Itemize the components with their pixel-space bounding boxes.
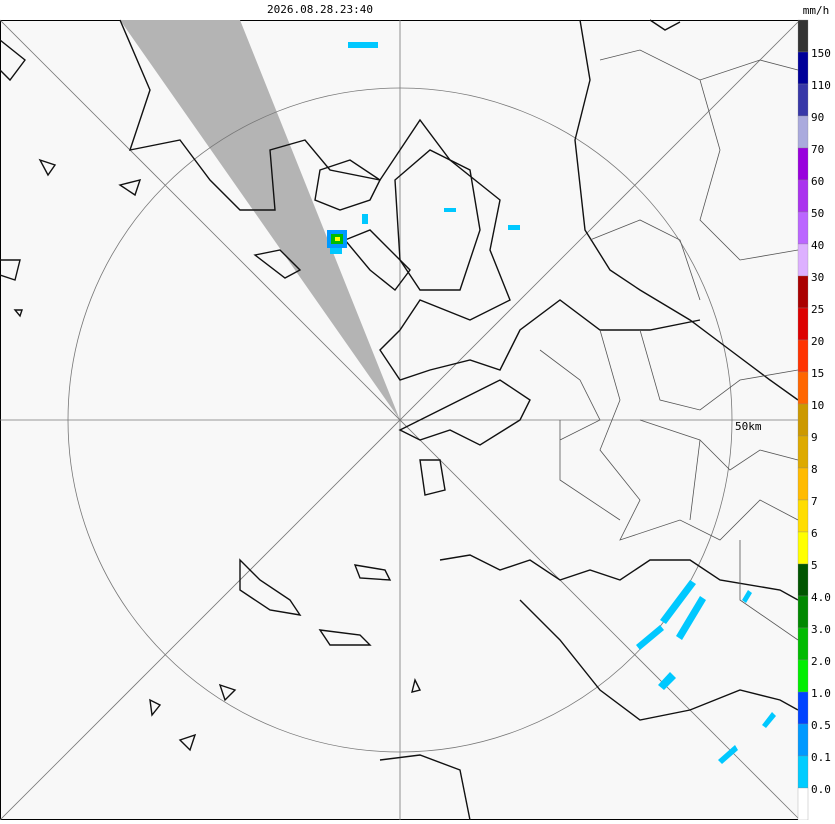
map: 50km bbox=[0, 19, 799, 821]
legend-label: 0.0 bbox=[811, 783, 831, 796]
legend-label: 15 bbox=[811, 367, 824, 380]
legend-label: 3.0 bbox=[811, 623, 831, 636]
legend-label: 150 bbox=[811, 47, 831, 60]
legend-swatch bbox=[797, 147, 809, 181]
blocked-sector bbox=[120, 20, 400, 420]
legend-swatch bbox=[797, 595, 809, 629]
district-borders bbox=[539, 49, 799, 641]
legend-swatch bbox=[797, 755, 809, 789]
legend-swatch bbox=[797, 211, 809, 245]
legend-swatch bbox=[797, 627, 809, 661]
legend: 150 110 90 70 60 50 40 30 25 20 15 10 9 8 7 6 5 4.0 3.0 2.0… bbox=[797, 19, 831, 821]
legend-swatch bbox=[797, 723, 809, 757]
rain-echoes bbox=[327, 42, 776, 764]
legend-label: 0.1 bbox=[811, 751, 831, 764]
legend-swatch bbox=[797, 19, 809, 53]
legend-swatch bbox=[797, 307, 809, 341]
legend-swatch bbox=[797, 499, 809, 533]
legend-swatch bbox=[797, 83, 809, 117]
legend-swatch bbox=[797, 467, 809, 501]
legend-label: 20 bbox=[811, 335, 824, 348]
legend-swatch bbox=[797, 179, 809, 213]
legend-swatch bbox=[797, 435, 809, 469]
legend-label: 6 bbox=[811, 527, 818, 540]
legend-label: 0.5 bbox=[811, 719, 831, 732]
legend-swatch bbox=[797, 403, 809, 437]
legend-swatch bbox=[797, 339, 809, 373]
legend-label: 10 bbox=[811, 399, 824, 412]
legend-swatch bbox=[797, 531, 809, 565]
legend-label: 30 bbox=[811, 271, 824, 284]
legend-label: 70 bbox=[811, 143, 824, 156]
legend-swatch bbox=[797, 371, 809, 405]
legend-label: 4.0 bbox=[811, 591, 831, 604]
coastlines bbox=[0, 19, 799, 821]
legend-label: 110 bbox=[811, 79, 831, 92]
legend-unit: mm/h bbox=[803, 4, 830, 17]
legend-label: 25 bbox=[811, 303, 824, 316]
legend-label: 9 bbox=[811, 431, 818, 444]
legend-swatch bbox=[797, 659, 809, 693]
legend-label: 8 bbox=[811, 463, 818, 476]
legend-label: 90 bbox=[811, 111, 824, 124]
legend-label: 5 bbox=[811, 559, 818, 572]
legend-swatch bbox=[797, 115, 809, 149]
legend-label: 50 bbox=[811, 207, 824, 220]
legend-swatch bbox=[797, 787, 809, 821]
legend-swatch bbox=[797, 275, 809, 309]
legend-swatch bbox=[797, 51, 809, 85]
legend-label: 1.0 bbox=[811, 687, 831, 700]
legend-label: 40 bbox=[811, 239, 824, 252]
legend-label: 2.0 bbox=[811, 655, 831, 668]
legend-label: 60 bbox=[811, 175, 824, 188]
ring-label: 50km bbox=[735, 420, 762, 433]
timestamp: 2026.08.28.23:40 bbox=[267, 3, 373, 16]
legend-swatch bbox=[797, 243, 809, 277]
legend-label: 7 bbox=[811, 495, 818, 508]
legend-swatch bbox=[797, 691, 809, 725]
legend-swatch bbox=[797, 563, 809, 597]
